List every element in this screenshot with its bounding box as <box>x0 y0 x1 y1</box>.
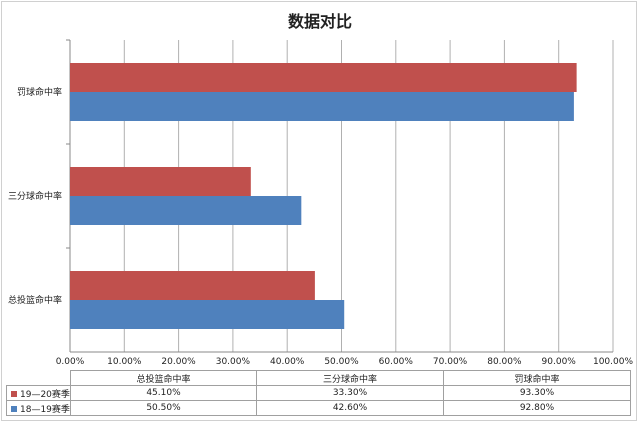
bar <box>70 271 315 300</box>
chart-title: 数据对比 <box>287 12 352 31</box>
data-table-cell: 50.50% <box>70 400 257 416</box>
legend-swatch <box>11 391 17 397</box>
x-tick-label: 50.00% <box>324 357 359 367</box>
data-table-cell: 33.30% <box>256 385 444 401</box>
x-tick-label: 80.00% <box>487 357 522 367</box>
data-table-column-header: 总投篮命中率 <box>70 370 257 386</box>
data-table-column-header: 罚球命中率 <box>443 370 631 386</box>
data-table-row: 18—19赛季 50.50% 42.60% 92.80% <box>6 400 631 416</box>
bar <box>70 167 251 196</box>
y-category-label: 三分球命中率 <box>8 190 62 202</box>
x-tick-label: 30.00% <box>216 357 251 367</box>
y-category-label: 总投篮命中率 <box>8 294 62 306</box>
data-table-cell: 92.80% <box>443 400 631 416</box>
data-table-column-header: 三分球命中率 <box>256 370 444 386</box>
x-tick-label: 10.00% <box>107 357 142 367</box>
data-table-cell: 42.60% <box>256 400 444 416</box>
x-tick-label: 90.00% <box>542 357 577 367</box>
legend-swatch <box>11 406 17 412</box>
x-tick-label: 70.00% <box>433 357 468 367</box>
data-table-cell: 45.10% <box>70 385 257 401</box>
bar <box>70 300 345 329</box>
legend-entry: 19—20赛季 <box>6 385 71 401</box>
data-table: 总投篮命中率 三分球命中率 罚球命中率 19—20赛季 45.10% 33.30… <box>6 370 631 416</box>
legend-label: 19—20赛季 <box>20 389 70 400</box>
data-table-cell: 93.30% <box>443 385 631 401</box>
bar <box>70 63 577 92</box>
x-tick-label: 0.00% <box>56 357 85 367</box>
legend-entry: 18—19赛季 <box>6 400 71 416</box>
y-category-label: 罚球命中率 <box>17 86 62 98</box>
x-tick-label: 100.00% <box>593 357 633 367</box>
bar <box>70 196 302 225</box>
data-table-header-row: 总投篮命中率 三分球命中率 罚球命中率 <box>6 370 631 386</box>
x-tick-label: 40.00% <box>270 357 305 367</box>
data-table-corner <box>6 370 71 386</box>
data-table-row: 19—20赛季 45.10% 33.30% 93.30% <box>6 385 631 401</box>
bar <box>70 92 574 121</box>
legend-label: 18—19赛季 <box>20 404 70 415</box>
x-tick-label: 60.00% <box>379 357 414 367</box>
x-tick-label: 20.00% <box>161 357 196 367</box>
